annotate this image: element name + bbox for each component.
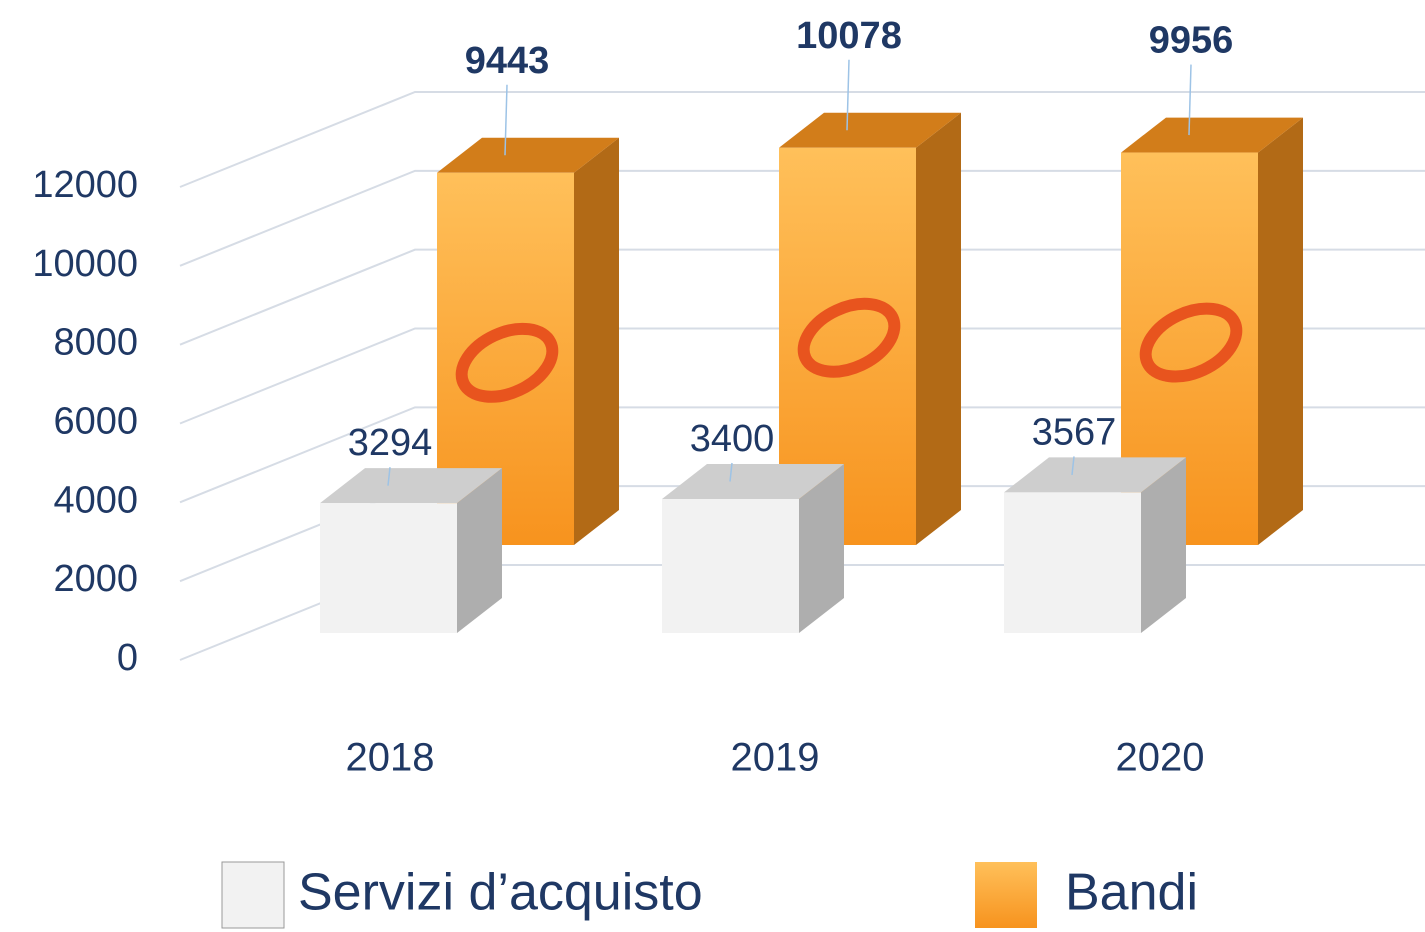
- bar-top: [1004, 457, 1186, 493]
- logo: [797, 297, 901, 378]
- data-label: 3567: [1032, 411, 1117, 453]
- bar-side: [1258, 117, 1303, 546]
- legend-swatch: [975, 862, 1037, 928]
- x-tick-label: 2020: [1116, 736, 1205, 780]
- leader-line: [1071, 456, 1075, 475]
- data-label: 10078: [796, 15, 902, 57]
- data-label: 9443: [465, 40, 550, 82]
- bar-front: [662, 498, 799, 633]
- data-label: 3400: [690, 418, 775, 460]
- y-tick-label: 10000: [32, 243, 138, 285]
- bar-front: [1004, 492, 1141, 633]
- bar-top: [320, 468, 502, 504]
- bar-top: [662, 463, 844, 499]
- bar-side: [574, 137, 619, 545]
- grid-line: [179, 248, 1425, 346]
- x-tick-label: 2018: [346, 736, 435, 780]
- legend-label: Servizi d’acquisto: [298, 864, 703, 922]
- data-label: 3294: [348, 422, 433, 464]
- bar-front: [320, 503, 457, 633]
- y-tick-label: 4000: [53, 479, 138, 521]
- bar-top: [1121, 117, 1303, 153]
- bar-side: [799, 463, 844, 633]
- legend-label: Bandi: [1065, 864, 1198, 922]
- bar-top: [779, 112, 961, 148]
- y-tick-label: 8000: [53, 322, 138, 364]
- data-label: 9956: [1149, 20, 1234, 62]
- leader-line: [387, 467, 391, 486]
- bar-side: [916, 112, 961, 545]
- bar-top: [437, 137, 619, 173]
- bar-side: [457, 468, 502, 633]
- logo: [1139, 302, 1243, 383]
- y-tick-label: 2000: [53, 558, 138, 600]
- legend-swatch: [221, 861, 285, 929]
- leader-line: [846, 59, 850, 131]
- y-tick-label: 12000: [32, 164, 138, 206]
- grid-line: [179, 327, 1425, 425]
- bar: [1004, 457, 1186, 633]
- y-tick-label: 0: [117, 637, 138, 679]
- grid-line: [179, 406, 1425, 504]
- bar: [320, 468, 502, 633]
- x-tick-label: 2019: [731, 736, 820, 780]
- leader-line: [504, 84, 508, 156]
- bar: [662, 463, 844, 633]
- grid-line: [179, 91, 1425, 188]
- leader-line: [729, 462, 733, 482]
- bar-side: [1141, 457, 1186, 633]
- y-tick-label: 6000: [53, 401, 138, 443]
- grid-line: [179, 169, 1425, 267]
- logo: [455, 322, 559, 403]
- leader-line: [1188, 64, 1192, 136]
